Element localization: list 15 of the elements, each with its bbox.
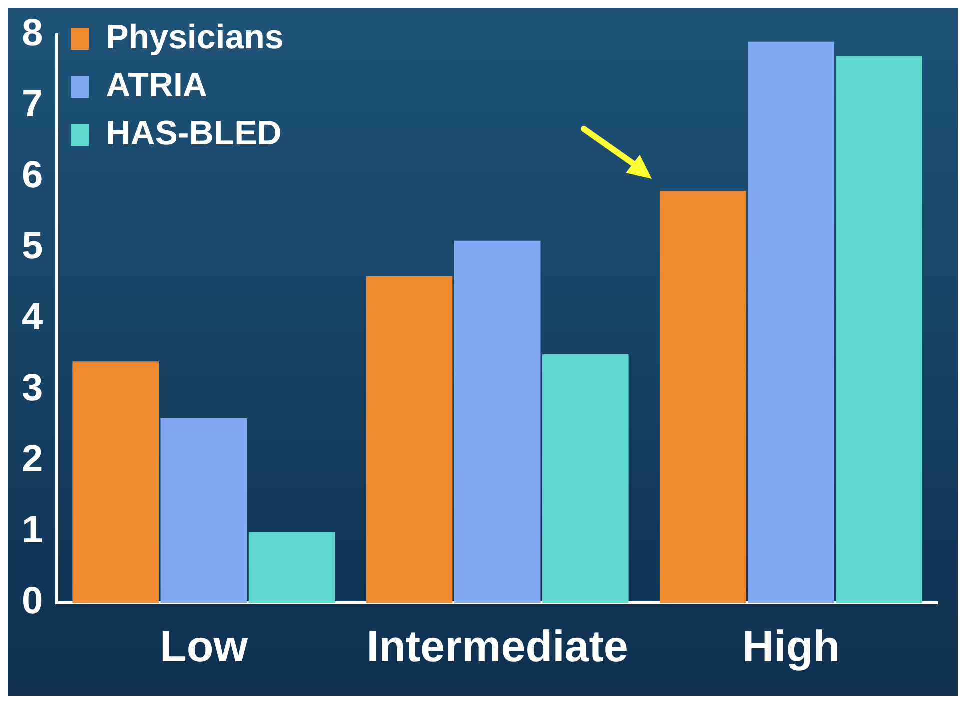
y-tick-label: 0 <box>22 580 44 623</box>
y-tick-label: 3 <box>22 368 44 410</box>
y-tick-label: 8 <box>22 12 44 54</box>
legend-label: Physicians <box>106 18 284 56</box>
y-tick-label: 7 <box>22 83 44 126</box>
y-tick-label: 1 <box>22 510 44 552</box>
y-tick-label: 4 <box>22 296 44 338</box>
legend-label: ATRIA <box>106 66 208 104</box>
y-tick-label: 2 <box>22 438 44 481</box>
legend-label: HAS-BLED <box>106 114 282 152</box>
x-tick-label: Low <box>160 622 249 672</box>
y-tick-label: 5 <box>22 225 44 268</box>
x-tick-label: Intermediate <box>366 622 628 672</box>
x-tick-label: High <box>742 622 840 672</box>
y-tick-label: 6 <box>22 154 44 196</box>
